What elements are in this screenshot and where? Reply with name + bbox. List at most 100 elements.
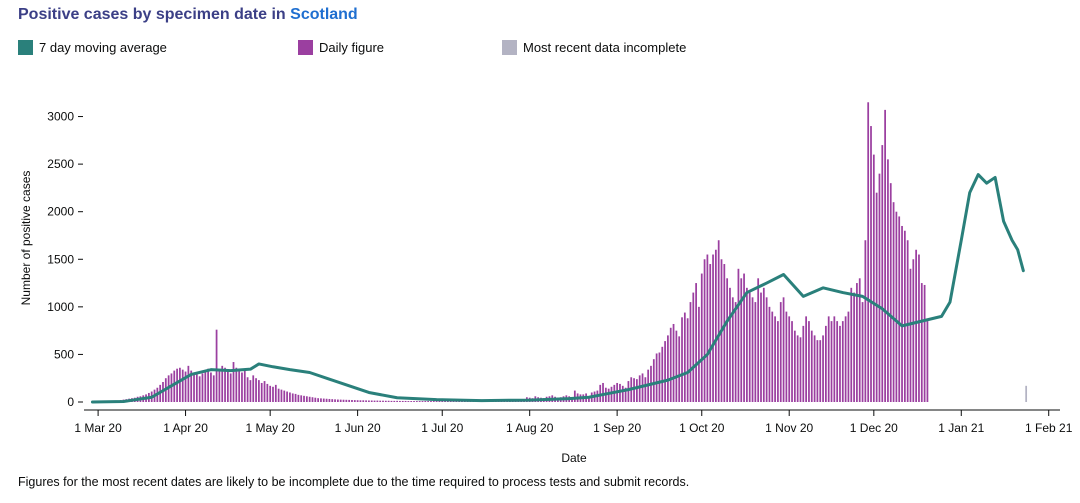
daily-bar[interactable] (802, 325, 805, 402)
daily-bar[interactable] (878, 173, 881, 402)
daily-bar[interactable] (215, 329, 218, 402)
daily-bar[interactable] (249, 380, 252, 402)
daily-bar[interactable] (683, 312, 686, 402)
daily-bar[interactable] (889, 183, 892, 402)
daily-bar[interactable] (765, 297, 768, 402)
daily-bar[interactable] (856, 283, 858, 402)
daily-bar[interactable] (320, 398, 322, 402)
daily-bar[interactable] (672, 323, 675, 402)
daily-bar[interactable] (703, 259, 706, 402)
legend-item-moving-average[interactable]: 7 day moving average (18, 40, 167, 55)
daily-bar[interactable] (607, 388, 610, 402)
daily-bar[interactable] (658, 352, 661, 402)
daily-bar[interactable] (382, 400, 384, 402)
daily-bar[interactable] (308, 396, 311, 402)
daily-bar[interactable] (920, 283, 923, 402)
daily-bar[interactable] (757, 278, 760, 402)
daily-bar[interactable] (444, 400, 446, 402)
daily-bar[interactable] (861, 302, 864, 402)
daily-bar[interactable] (415, 401, 418, 402)
moving-average-line[interactable] (90, 173, 1025, 404)
daily-bar[interactable] (303, 395, 305, 402)
daily-bar[interactable] (734, 302, 737, 402)
daily-bar[interactable] (193, 372, 195, 403)
daily-bar[interactable] (337, 399, 339, 402)
daily-bar[interactable] (379, 400, 382, 402)
daily-bar[interactable] (751, 297, 754, 402)
daily-bar[interactable] (376, 400, 379, 402)
daily-bar[interactable] (624, 387, 627, 402)
daily-bar[interactable] (322, 398, 325, 402)
daily-bar[interactable] (212, 375, 215, 402)
daily-bar[interactable] (255, 378, 257, 402)
daily-bar[interactable] (636, 379, 638, 402)
daily-bar[interactable] (447, 400, 449, 402)
daily-bar[interactable] (692, 292, 695, 402)
daily-bar[interactable] (311, 397, 314, 402)
daily-bar[interactable] (638, 375, 641, 402)
daily-bar[interactable] (435, 401, 438, 402)
daily-bar[interactable] (221, 365, 224, 402)
daily-bar[interactable] (430, 401, 432, 402)
daily-bar[interactable] (1025, 385, 1028, 402)
daily-bar[interactable] (825, 325, 827, 402)
daily-bar[interactable] (892, 202, 895, 402)
daily-bar[interactable] (709, 264, 712, 402)
daily-bar[interactable] (822, 335, 824, 402)
daily-bar[interactable] (681, 317, 683, 402)
daily-bar[interactable] (424, 401, 427, 402)
daily-bar[interactable] (898, 216, 901, 402)
daily-bar[interactable] (218, 370, 221, 402)
daily-bar[interactable] (181, 369, 184, 402)
daily-bar[interactable] (895, 211, 898, 402)
daily-bar[interactable] (252, 375, 255, 402)
daily-bar[interactable] (926, 321, 929, 402)
daily-bar[interactable] (438, 400, 441, 402)
daily-bar[interactable] (187, 365, 190, 402)
daily-bar[interactable] (717, 240, 720, 402)
daily-bar[interactable] (813, 335, 816, 402)
daily-bar[interactable] (782, 297, 785, 402)
daily-bar[interactable] (621, 385, 624, 402)
daily-bar[interactable] (432, 401, 435, 402)
daily-bar[interactable] (266, 383, 269, 402)
daily-bar[interactable] (294, 393, 297, 402)
daily-bar[interactable] (599, 384, 602, 402)
daily-bar[interactable] (246, 377, 249, 402)
daily-bar[interactable] (689, 302, 692, 402)
daily-bar[interactable] (176, 368, 178, 402)
daily-bar[interactable] (748, 292, 751, 402)
daily-bar[interactable] (712, 254, 714, 402)
daily-bar[interactable] (339, 399, 342, 402)
daily-bar[interactable] (179, 367, 181, 402)
daily-bar[interactable] (627, 381, 630, 402)
daily-bar[interactable] (573, 390, 576, 402)
daily-bar[interactable] (207, 368, 209, 402)
daily-bar[interactable] (909, 268, 912, 402)
daily-bar[interactable] (858, 278, 861, 402)
daily-bar[interactable] (399, 400, 401, 402)
daily-bar[interactable] (844, 316, 847, 402)
daily-bar[interactable] (263, 381, 266, 402)
daily-bar[interactable] (260, 382, 263, 402)
daily-bar[interactable] (793, 330, 796, 402)
daily-bar[interactable] (923, 284, 926, 402)
daily-bar[interactable] (195, 374, 198, 402)
daily-bar[interactable] (906, 240, 909, 402)
daily-bar[interactable] (373, 400, 376, 402)
daily-bar[interactable] (799, 337, 802, 402)
daily-bar[interactable] (305, 396, 308, 402)
daily-bar[interactable] (238, 370, 241, 402)
daily-bar[interactable] (368, 400, 370, 402)
daily-bar[interactable] (201, 373, 204, 402)
daily-bar[interactable] (746, 287, 748, 402)
daily-bar[interactable] (853, 292, 855, 402)
daily-bar[interactable] (170, 373, 173, 402)
daily-bar[interactable] (808, 321, 810, 402)
daily-bar[interactable] (700, 273, 703, 402)
daily-bar[interactable] (619, 383, 621, 402)
daily-bar[interactable] (884, 109, 886, 402)
daily-bar[interactable] (754, 302, 757, 402)
daily-bar[interactable] (297, 394, 300, 402)
daily-bar[interactable] (407, 401, 410, 402)
